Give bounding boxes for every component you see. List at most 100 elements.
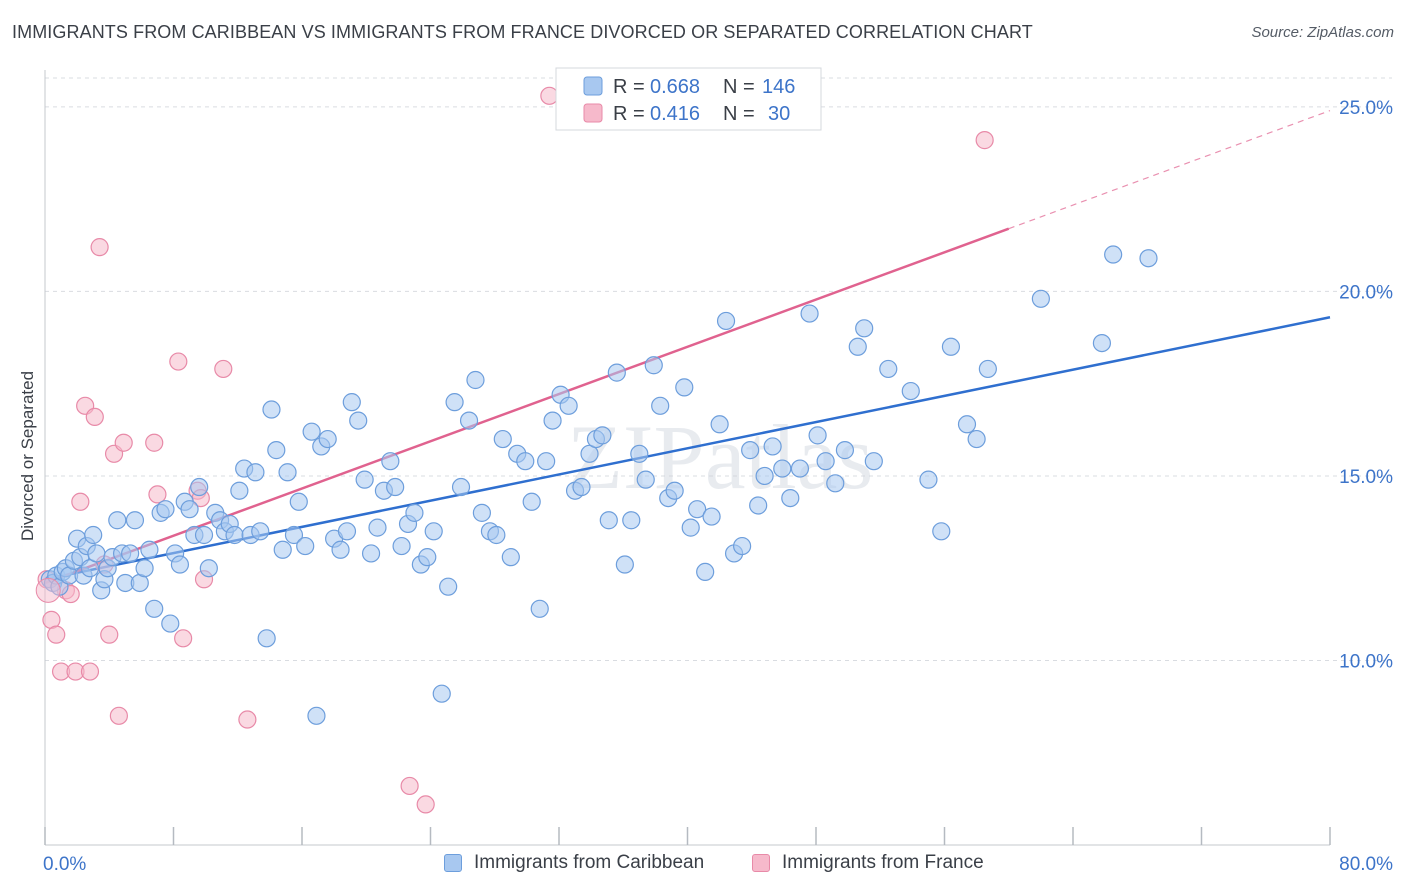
caribbean-point xyxy=(302,422,321,441)
caribbean-point xyxy=(675,378,694,397)
bottom-legend: Immigrants from Caribbean Immigrants fro… xyxy=(0,850,1406,880)
caribbean-point xyxy=(472,503,491,522)
caribbean-point xyxy=(967,429,986,449)
france-point xyxy=(540,86,559,105)
france-point xyxy=(90,238,109,257)
caribbean-point xyxy=(156,500,175,519)
caribbean-point xyxy=(559,396,578,415)
legend-r-value-caribbean: 0.668 xyxy=(650,76,700,98)
trend-lines xyxy=(44,110,1331,585)
trend-line-france-extension xyxy=(1008,110,1331,230)
caribbean-point xyxy=(816,452,835,471)
caribbean-point xyxy=(161,614,180,633)
caribbean-point xyxy=(716,311,736,331)
caribbean-point xyxy=(392,536,411,556)
caribbean-point xyxy=(879,359,898,379)
caribbean-point xyxy=(1092,333,1112,353)
legend-n-value-caribbean: 146 xyxy=(762,76,795,98)
france-point xyxy=(85,407,104,427)
caribbean-point xyxy=(307,706,326,725)
caribbean-point xyxy=(696,562,715,582)
caribbean-point xyxy=(516,452,535,471)
data-points xyxy=(35,86,1158,814)
caribbean-point xyxy=(361,544,381,563)
legend-swatch-caribbean-bottom xyxy=(444,854,462,872)
caribbean-point xyxy=(790,459,810,478)
france-point xyxy=(71,492,90,511)
x-tick-label: 0.0% xyxy=(43,854,86,875)
caribbean-point xyxy=(251,522,270,541)
source-label: Source: ZipAtlas.com xyxy=(1251,24,1394,41)
caribbean-point xyxy=(108,511,127,530)
france-point xyxy=(174,629,193,648)
caribbean-point xyxy=(773,459,792,478)
caribbean-point xyxy=(749,496,768,515)
caribbean-point xyxy=(1031,289,1050,308)
y-axis-label: Divorced or Separated xyxy=(18,371,37,541)
bottom-legend-label-caribbean: Immigrants from Caribbean xyxy=(474,852,705,873)
caribbean-point xyxy=(826,474,845,493)
caribbean-point xyxy=(702,507,721,526)
caribbean-point xyxy=(199,559,218,578)
caribbean-point xyxy=(432,684,451,703)
caribbean-point xyxy=(622,511,641,530)
france-point xyxy=(416,795,435,814)
legend-r-label-caribbean: R = xyxy=(613,76,645,98)
caribbean-point xyxy=(257,629,276,648)
france-point xyxy=(145,433,164,452)
caribbean-point xyxy=(615,555,634,574)
caribbean-point xyxy=(342,393,361,412)
caribbean-point xyxy=(318,429,337,449)
caribbean-point xyxy=(530,599,549,618)
caribbean-point xyxy=(835,441,855,460)
caribbean-point xyxy=(180,500,199,519)
france-point xyxy=(238,710,257,729)
caribbean-point xyxy=(194,525,214,545)
x-tick-label: 80.0% xyxy=(1339,854,1393,875)
caribbean-point xyxy=(607,363,626,382)
france-point-cluster xyxy=(35,577,61,603)
y-tick-label: 25.0% xyxy=(1339,98,1393,119)
caribbean-point xyxy=(289,492,308,511)
y-tick-label: 10.0% xyxy=(1339,651,1393,672)
caribbean-point xyxy=(418,548,437,567)
caribbean-point xyxy=(651,396,670,415)
bottom-legend-item-france: Immigrants from France xyxy=(752,852,984,874)
caribbean-point xyxy=(386,477,405,497)
caribbean-point xyxy=(808,426,827,445)
caribbean-point xyxy=(445,393,464,412)
caribbean-point xyxy=(978,359,997,379)
france-point xyxy=(400,776,419,796)
chart-title: IMMIGRANTS FROM CARIBBEAN VS IMMIGRANTS … xyxy=(12,22,1033,42)
caribbean-point xyxy=(522,492,541,511)
caribbean-point xyxy=(121,544,140,563)
caribbean-point xyxy=(1139,249,1158,268)
legend-n-value-france: 30 xyxy=(768,103,790,125)
caribbean-point xyxy=(932,522,951,541)
caribbean-point xyxy=(593,426,612,445)
caribbean-point xyxy=(848,337,867,356)
caribbean-point xyxy=(225,525,244,545)
caribbean-point xyxy=(459,411,479,430)
france-point xyxy=(148,485,167,504)
bottom-legend-item-caribbean: Immigrants from Caribbean xyxy=(444,852,704,874)
france-point xyxy=(47,625,66,644)
caribbean-point xyxy=(267,441,286,460)
caribbean-point xyxy=(537,452,556,471)
caribbean-point xyxy=(135,559,154,578)
caribbean-point xyxy=(572,477,591,497)
legend-n-label-caribbean: N = xyxy=(723,76,755,98)
france-point xyxy=(114,433,133,452)
caribbean-point xyxy=(901,381,920,401)
france-point xyxy=(214,359,233,379)
y-tick-label: 20.0% xyxy=(1339,282,1393,303)
caribbean-point xyxy=(84,525,103,545)
caribbean-point xyxy=(941,337,961,356)
legend-swatch-france xyxy=(583,103,603,123)
caribbean-point xyxy=(755,466,774,486)
legend-box: R = 0.668 N = 146 R = 0.416 N = 30 xyxy=(555,67,822,131)
y-tick-labels: 10.0% 15.0% 20.0% 25.0% xyxy=(1339,98,1393,673)
caribbean-point xyxy=(1104,245,1123,264)
caribbean-point xyxy=(355,470,374,489)
